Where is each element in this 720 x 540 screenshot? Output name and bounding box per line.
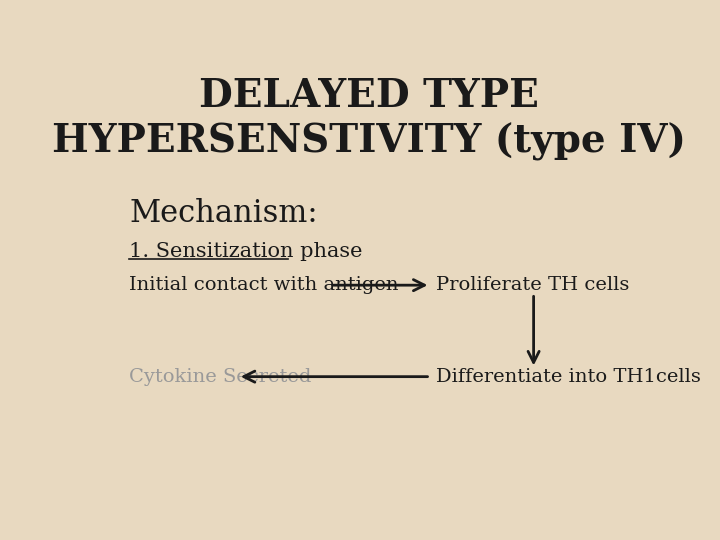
- Text: Cytokine Secreted: Cytokine Secreted: [129, 368, 312, 386]
- Text: 1. Sensitization phase: 1. Sensitization phase: [129, 241, 363, 260]
- Text: Differentiate into TH1cells: Differentiate into TH1cells: [436, 368, 701, 386]
- Text: DELAYED TYPE
HYPERSENSTIVITY (type IV): DELAYED TYPE HYPERSENSTIVITY (type IV): [52, 77, 686, 161]
- Text: Initial contact with antigen: Initial contact with antigen: [129, 276, 399, 294]
- Text: Proliferate TH cells: Proliferate TH cells: [436, 276, 629, 294]
- Text: Mechanism:: Mechanism:: [129, 198, 318, 229]
